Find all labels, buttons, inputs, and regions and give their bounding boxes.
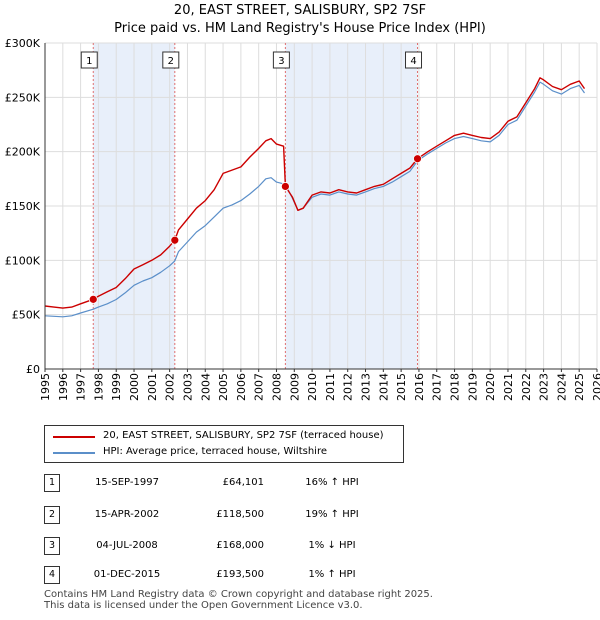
sale-number-box	[80, 51, 98, 69]
legend: 20, EAST STREET, SALISBURY, SP2 7SF (ter…	[44, 425, 404, 463]
sale-number-boxes: 1 2 3 4	[80, 51, 423, 69]
footer-line-2: This data is licensed under the Open Gov…	[44, 600, 363, 611]
x-tick-label: 2022	[520, 373, 533, 401]
sale-number: 2	[44, 506, 60, 524]
sale-number: 1	[44, 474, 60, 492]
sale-number-box	[162, 51, 180, 69]
x-tick-label: 2012	[342, 373, 355, 401]
y-tick-label: £300K	[5, 37, 41, 50]
sale-date: 15-SEP-1997	[95, 477, 159, 488]
legend-label-property: 20, EAST STREET, SALISBURY, SP2 7SF (ter…	[103, 430, 384, 441]
x-tick-label: 2014	[377, 373, 390, 401]
sale-price: £168,000	[216, 540, 264, 551]
x-tick-label: 2006	[235, 373, 248, 401]
sale-row: 3 04-JUL-2008 £168,000 1% ↓ HPI	[44, 537, 564, 555]
footer-line-1: Contains HM Land Registry data © Crown c…	[44, 589, 433, 600]
sale-number-box	[272, 51, 290, 69]
legend-swatch-property	[53, 436, 95, 438]
sale-hpi-change: 1% ↓ HPI	[308, 540, 356, 551]
y-tick-label: £50K	[12, 309, 41, 322]
sale-date: 01-DEC-2015	[93, 569, 161, 580]
x-tick-label: 2019	[466, 373, 479, 401]
sale-date: 15-APR-2002	[94, 509, 160, 520]
grid-layer	[44, 42, 598, 370]
x-tick-label: 1998	[92, 373, 105, 401]
x-tick-label: 1997	[75, 373, 88, 401]
x-tick-label: 2010	[306, 373, 319, 401]
x-tick-label: 2013	[360, 373, 373, 401]
property-price-line	[44, 77, 586, 309]
y-tick-label: £150K	[5, 200, 41, 213]
title-line-2: Price paid vs. HM Land Registry's House …	[114, 21, 486, 36]
x-tick-label: 2001	[146, 373, 159, 401]
sale-number-label: 3	[278, 56, 284, 67]
sale-number: 4	[44, 566, 60, 584]
sale-points	[88, 154, 422, 304]
x-tick-label: 2000	[128, 373, 141, 401]
sale-hpi-change: 1% ↑ HPI	[308, 569, 356, 580]
title-line-1: 20, EAST STREET, SALISBURY, SP2 7SF	[173, 3, 427, 18]
sale-point	[413, 154, 422, 164]
sale-point	[88, 294, 98, 304]
x-tick-label: 2023	[538, 373, 551, 401]
x-tick-label: 2007	[253, 373, 266, 401]
x-tick-label: 2016	[413, 373, 426, 401]
sale-number-box	[405, 51, 423, 69]
x-tick-label: 1999	[110, 373, 123, 401]
sale-number: 3	[44, 537, 60, 555]
series-layer	[44, 77, 586, 318]
sale-row: 4 01-DEC-2015 £193,500 1% ↑ HPI	[44, 566, 564, 584]
x-tick-label: 2005	[217, 373, 230, 401]
x-tick-label: 1996	[57, 373, 70, 401]
sale-point	[280, 182, 290, 191]
sale-row: 1 15-SEP-1997 £64,101 16% ↑ HPI	[44, 474, 564, 492]
sale-row: 2 15-APR-2002 £118,500 19% ↑ HPI	[44, 506, 564, 524]
x-tick-label: 2020	[484, 373, 497, 401]
legend-label-hpi: HPI: Average price, terraced house, Wilt…	[103, 446, 327, 457]
x-tick-label: 2015	[395, 373, 408, 401]
legend-swatch-hpi	[53, 452, 95, 454]
x-tick-label: 2021	[502, 373, 515, 401]
sale-price: £64,101	[222, 477, 264, 488]
y-tick-label: £0	[26, 363, 40, 376]
y-tick-label: £200K	[5, 146, 41, 159]
sale-hpi-change: 16% ↑ HPI	[305, 477, 359, 488]
chart-title: 20, EAST STREET, SALISBURY, SP2 7SF Pric…	[0, 2, 600, 38]
sale-number-label: 2	[168, 56, 174, 67]
sale-number-label: 1	[86, 56, 92, 67]
y-tick-label: £250K	[5, 91, 41, 104]
sale-point	[170, 235, 180, 245]
sale-price: £193,500	[216, 569, 264, 580]
sale-number-label: 4	[410, 56, 416, 67]
sale-date: 04-JUL-2008	[96, 540, 158, 551]
x-tick-label: 2024	[555, 373, 568, 401]
x-tick-label: 2011	[324, 373, 337, 401]
x-tick-label: 2025	[573, 373, 586, 401]
x-tick-label: 2004	[199, 373, 212, 401]
x-tick-label: 2009	[288, 373, 301, 401]
sale-hpi-change: 19% ↑ HPI	[305, 509, 359, 520]
x-tick-label: 1995	[39, 373, 52, 401]
x-tick-label: 2008	[270, 373, 283, 401]
y-tick-label: £100K	[5, 254, 41, 267]
footer: Contains HM Land Registry data © Crown c…	[44, 589, 433, 611]
x-tick-label: 2017	[431, 373, 444, 401]
x-tick-label: 2003	[181, 373, 194, 401]
x-tick-label: 2018	[449, 373, 462, 401]
x-tick-label: 2026	[591, 373, 600, 401]
x-tick-label: 2002	[164, 373, 177, 401]
sale-price: £118,500	[216, 509, 264, 520]
price-chart: 1 2 3 4 £0 £50K £100K £150K £200K £250K £300K 1995…	[5, 37, 600, 401]
